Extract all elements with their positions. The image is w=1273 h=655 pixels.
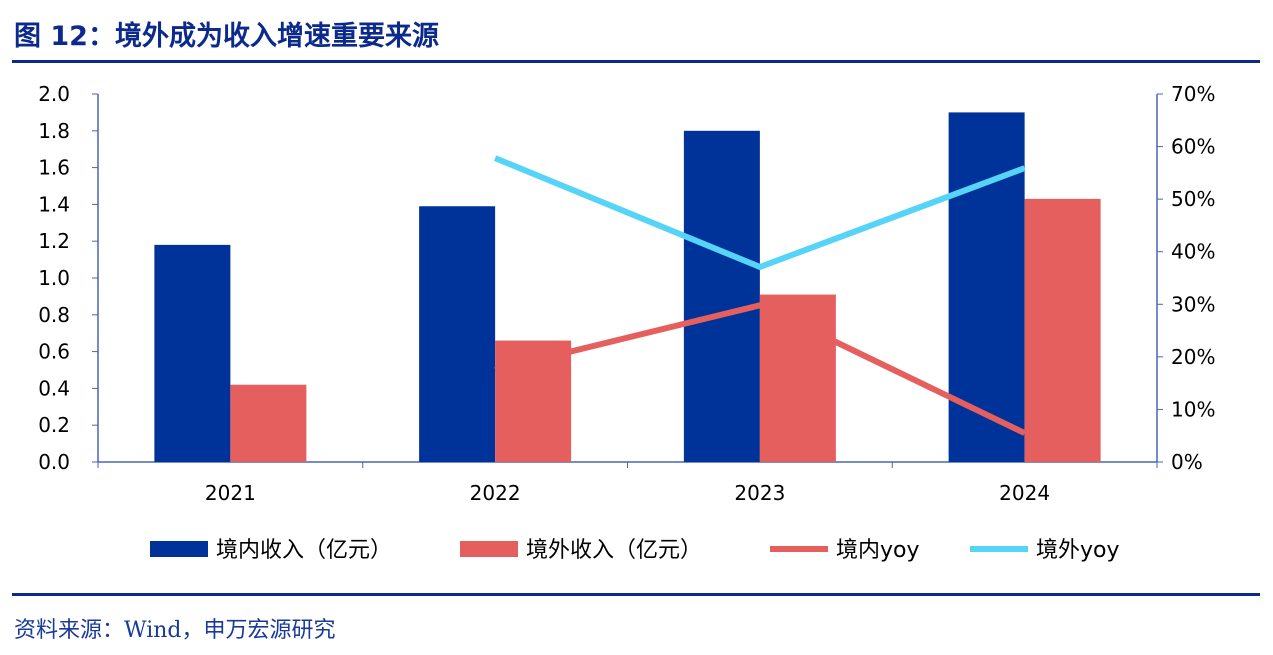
y-tick-label: 0.2 [38,413,70,437]
chart: 0.0 0.2 0.4 0.6 0.8 1.0 1.2 1.4 1.6 1.8 2.0 0% 10% 20… [38,82,1215,563]
y2-tick-label: 20% [1171,345,1215,369]
y-tick-label: 2.0 [38,82,70,106]
legend-swatch [150,541,208,557]
title-divider [12,60,1260,63]
y2-tick-label: 40% [1171,240,1215,264]
x-tick-label: 2021 [205,481,256,505]
legend-swatch [460,541,518,557]
legend-label: 境内yoy [836,538,920,563]
x-tick-label: 2023 [734,481,785,505]
y2-tick-label: 0% [1171,450,1203,474]
legend-label: 境内收入（亿元） [216,538,392,563]
legend-label: 境外收入（亿元） [526,538,702,563]
y-tick-label: 0.0 [38,450,70,474]
footer-divider [12,593,1260,596]
y-tick-label: 1.0 [38,266,70,290]
bar-overseas-2024 [1024,198,1101,462]
y-tick-label: 1.2 [38,229,70,253]
y-tick-label: 1.6 [38,156,70,180]
y-tick-label: 0.4 [38,376,70,400]
bar-domestic-2024 [948,112,1025,463]
y2-tick-label: 60% [1171,135,1215,159]
y2-tick-label: 70% [1171,82,1215,106]
y-tick-label: 0.6 [38,340,70,364]
x-tick-label: 2022 [470,481,521,505]
y2-tick-label: 50% [1171,187,1215,211]
bar-domestic-2022 [419,206,496,462]
chart-title: 图 12：境外成为收入增速重要来源 [14,21,439,52]
y2-tick-label: 10% [1171,397,1215,421]
y-tick-label: 1.4 [38,192,70,216]
y2-tick-label: 30% [1171,292,1215,316]
y-tick-label: 0.8 [38,303,70,327]
legend-label: 境外yoy [1036,538,1120,563]
bar-overseas-2023 [759,294,836,462]
bar-domestic-2023 [683,130,760,463]
bar-overseas-2021 [230,384,307,462]
source-note: 资料来源：Wind，申万宏源研究 [14,618,336,643]
y-tick-label: 1.8 [38,119,70,143]
bar-domestic-2021 [154,244,231,462]
x-tick-label: 2024 [999,481,1050,505]
